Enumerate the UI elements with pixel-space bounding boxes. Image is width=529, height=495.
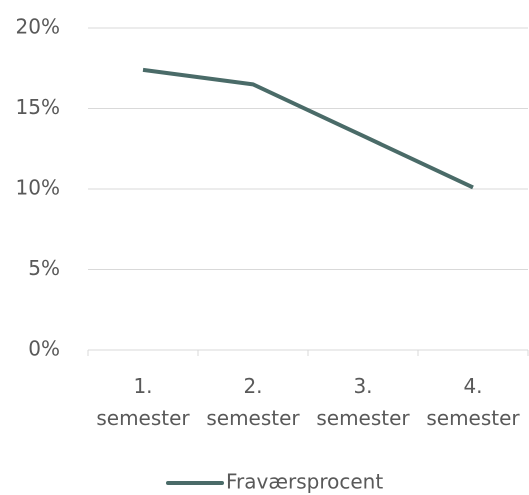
y-tick-label: 5%: [28, 256, 60, 280]
x-tick-label: 2. semester: [206, 374, 300, 430]
legend-label: Fraværsprocent: [226, 470, 383, 494]
line-series: [142, 67, 474, 190]
x-tick-label: 4. semester: [426, 374, 520, 430]
x-tick-label: 1. semester: [96, 374, 190, 430]
y-tick-label: 20%: [16, 15, 60, 39]
y-tick-label: 0%: [28, 337, 60, 361]
y-tick-label: 10%: [16, 176, 60, 200]
x-tick-label: 3. semester: [316, 374, 410, 430]
y-tick-label: 15%: [16, 95, 60, 119]
